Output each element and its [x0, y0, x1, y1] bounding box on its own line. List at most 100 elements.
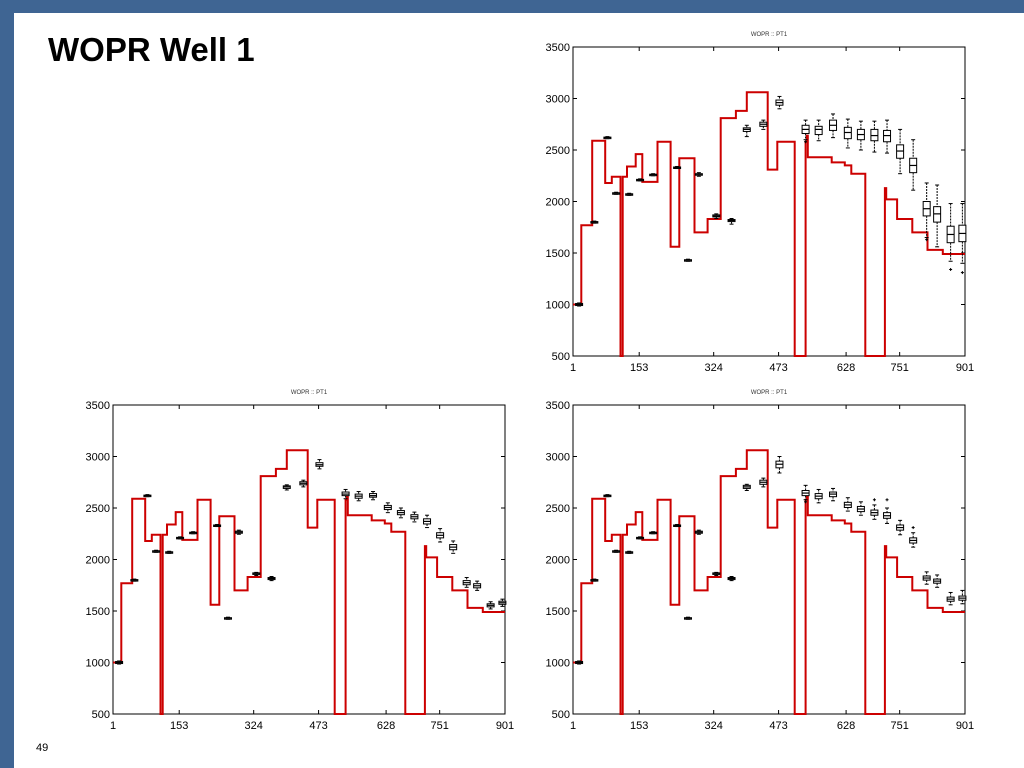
box-plot [759, 477, 768, 488]
box-plot [649, 173, 658, 177]
box-plot [612, 191, 621, 195]
box-plot [282, 484, 291, 491]
history-line [573, 449, 965, 715]
y-tick-label: 2000 [546, 555, 570, 567]
box-plot [625, 192, 634, 196]
box-plot [143, 494, 152, 498]
y-tick-label: 3500 [546, 42, 570, 54]
y-tick-label: 500 [92, 709, 110, 721]
box-plot [958, 203, 967, 275]
box-plot [896, 519, 905, 536]
box-plot [299, 479, 308, 488]
box-plot [946, 591, 955, 606]
page-number: 49 [36, 742, 49, 754]
box-plot [369, 491, 378, 501]
history-line [113, 449, 505, 715]
box-plot [396, 507, 405, 519]
box-plot [341, 488, 350, 500]
box-plot [625, 550, 634, 554]
chart-title: WOPR :: PT1 [291, 390, 328, 396]
x-tick-label: 628 [837, 720, 855, 732]
x-tick-label: 473 [769, 362, 787, 374]
y-tick-label: 1000 [86, 658, 110, 670]
y-tick-label: 3000 [86, 452, 110, 464]
y-tick-label: 500 [552, 709, 570, 721]
box-plot [933, 184, 942, 248]
box-plot [958, 589, 967, 605]
box-plot [683, 616, 692, 620]
box-plot [909, 526, 918, 548]
box-plot [189, 531, 198, 535]
box-plot [814, 119, 823, 142]
box-plot [814, 488, 823, 504]
box-plot [383, 502, 392, 514]
box-plot [267, 575, 276, 582]
x-tick-label: 1 [110, 720, 116, 732]
box-plot [252, 571, 261, 576]
box-plot [115, 660, 124, 665]
box-plot [843, 497, 852, 512]
x-tick-label: 901 [496, 720, 514, 732]
box-plot [130, 578, 139, 582]
box-plot [922, 182, 931, 242]
box-plot [462, 577, 471, 588]
box-plot [165, 550, 174, 554]
box-plot [896, 128, 905, 175]
box-plot [742, 124, 751, 138]
box-plot [223, 616, 232, 620]
box-plot [870, 498, 879, 520]
box-plot [649, 531, 658, 535]
y-tick-label: 2500 [86, 503, 110, 515]
box-plot [152, 549, 161, 553]
box-plot [449, 540, 458, 554]
box-plot [410, 511, 419, 523]
x-tick-label: 751 [430, 720, 448, 732]
y-tick-label: 3500 [86, 400, 110, 412]
y-tick-label: 2000 [546, 197, 570, 209]
box-plot [636, 536, 645, 540]
y-tick-label: 1500 [546, 248, 570, 260]
box-plot [612, 549, 621, 553]
box-plot [603, 494, 612, 498]
box-plot [883, 498, 892, 524]
box-plot [727, 575, 736, 582]
box-plot [575, 660, 584, 665]
box-plot [603, 136, 612, 140]
x-tick-label: 153 [630, 362, 648, 374]
chart-title: WOPR :: PT1 [751, 390, 788, 396]
box-plot [933, 574, 942, 588]
history-line [573, 91, 965, 357]
box-plot [213, 523, 222, 528]
x-tick-label: 628 [837, 362, 855, 374]
x-tick-label: 324 [705, 720, 723, 732]
x-tick-label: 1 [570, 720, 576, 732]
box-plot [498, 598, 507, 607]
box-plot [473, 580, 482, 591]
x-tick-label: 473 [309, 720, 327, 732]
box-plot [712, 213, 721, 219]
box-plot [683, 258, 692, 262]
x-tick-label: 473 [769, 720, 787, 732]
plot-frame [572, 46, 966, 357]
box-iqr [814, 125, 823, 136]
box-plot [673, 165, 682, 170]
y-tick-label: 3000 [546, 452, 570, 464]
box-plot [176, 536, 185, 540]
y-tick-label: 2500 [546, 145, 570, 157]
box-plot [590, 220, 599, 224]
y-tick-label: 2500 [546, 503, 570, 515]
box-plot [775, 456, 784, 474]
box-plot [870, 120, 879, 153]
box-plot [712, 571, 721, 576]
x-tick-label: 153 [170, 720, 188, 732]
box-plot [856, 120, 865, 151]
box-plot [742, 483, 751, 491]
box-plot [436, 528, 445, 543]
x-tick-label: 901 [956, 362, 974, 374]
slide-title: WOPR Well 1 [48, 31, 255, 68]
box-plot [829, 113, 838, 139]
box-plot [759, 119, 768, 130]
